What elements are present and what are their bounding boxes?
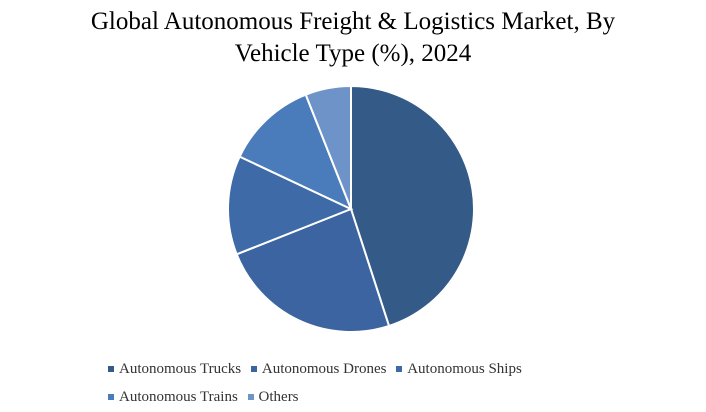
legend-swatch-ships <box>396 365 403 372</box>
legend-item-drones: Autonomous Drones <box>250 355 387 383</box>
chart-title: Global Autonomous Freight & Logistics Ma… <box>0 6 706 70</box>
legend-swatch-others <box>247 393 254 400</box>
pie-slice-ships <box>227 155 354 256</box>
legend-swatch-trucks <box>108 365 114 372</box>
legend-label-ships: Autonomous Ships <box>407 361 522 377</box>
pie-slice-trucks <box>350 84 475 328</box>
pie-slice-trains <box>238 93 353 211</box>
legend-item-trucks: Autonomous Trucks <box>108 355 241 383</box>
chart-legend: Autonomous Trucks Autonomous Drones Auto… <box>108 355 608 411</box>
legend-label-drones: Autonomous Drones <box>261 361 387 377</box>
legend-label-others: Others <box>258 389 299 405</box>
legend-label-trucks: Autonomous Trucks <box>119 361 242 377</box>
legend-item-others: Others <box>247 383 299 411</box>
chart-title-line-1: Global Autonomous Freight & Logistics Ma… <box>90 8 616 35</box>
legend-item-trains: Autonomous Trains <box>108 383 238 411</box>
legend-item-ships: Autonomous Ships <box>396 355 522 383</box>
legend-label-trains: Autonomous Trains <box>119 389 238 405</box>
legend-swatch-trains <box>108 393 114 400</box>
pie-slice-others <box>304 84 352 210</box>
chart-title-line-2: Vehicle Type (%), 2024 <box>234 40 472 67</box>
legend-swatch-drones <box>250 365 257 372</box>
